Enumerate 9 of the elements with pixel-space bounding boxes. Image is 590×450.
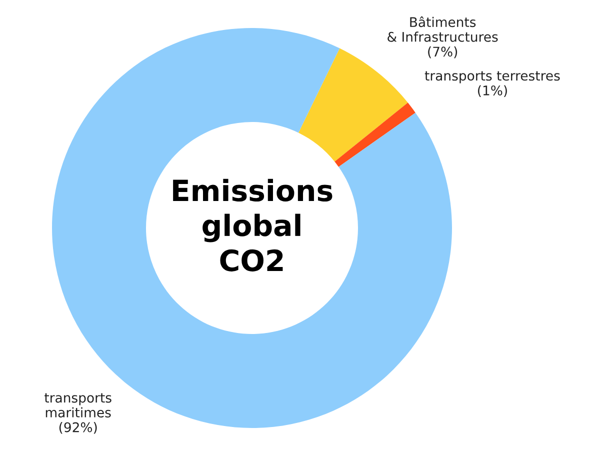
text: Emissions global CO2 bbox=[173, 178, 332, 272]
slice-label: transports maritimes bbox=[44, 393, 112, 418]
donut-slice bbox=[298, 48, 408, 162]
donut-slice bbox=[334, 102, 416, 167]
data-label: (1%) bbox=[478, 85, 507, 98]
slice-label: Bâtiments & Infrastructures bbox=[388, 16, 498, 42]
slice-label: transports terrestres bbox=[424, 71, 560, 84]
data-label: (92%) bbox=[59, 422, 97, 434]
data-label: (7%) bbox=[428, 46, 458, 58]
